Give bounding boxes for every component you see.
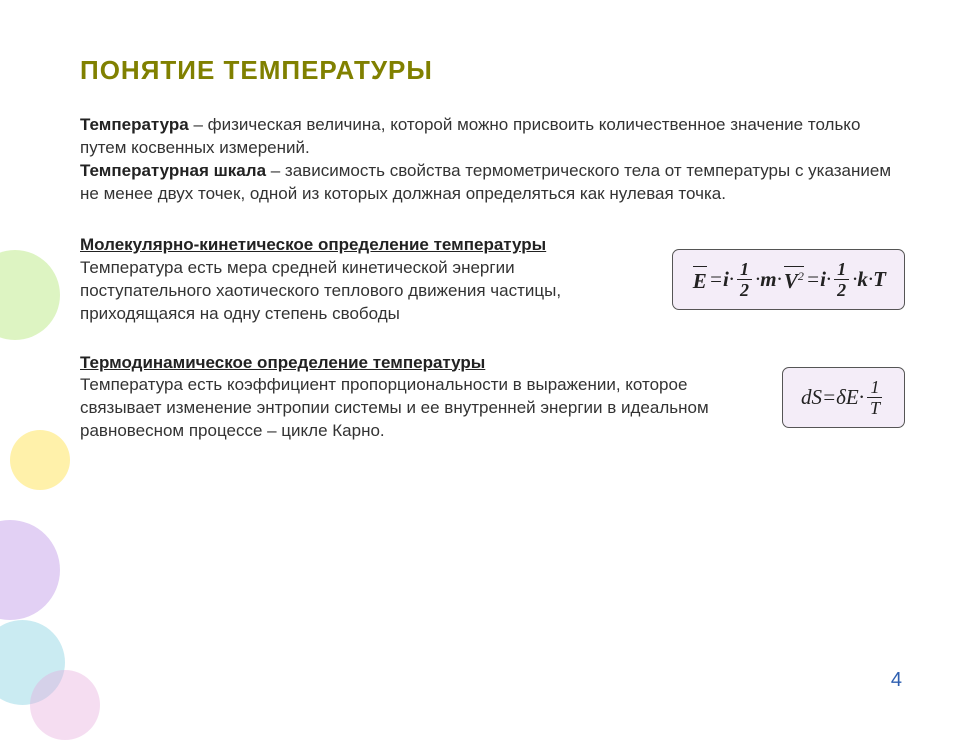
f1-dot4: · [826, 267, 831, 292]
def-temperature: – физическая величина, которой можно при… [80, 115, 860, 157]
formula-kinetic: E = i · 1 2 · m · V2 = i · 1 2 · [672, 249, 905, 310]
term-scale: Температурная шкала [80, 161, 266, 180]
body-thermo: Температура есть коэффициент пропорциона… [80, 375, 709, 440]
f1-sq: 2 [798, 269, 804, 283]
f1-frac1-den: 2 [737, 280, 752, 299]
f1-eq1: = [709, 267, 723, 292]
f1-m: m [760, 267, 776, 292]
f1-E: E [693, 269, 707, 293]
section-thermo-text: Термодинамическое определение температур… [80, 352, 758, 444]
section-kinetic-text: Молекулярно-кинетическое определение тем… [80, 234, 648, 326]
f1-V: V [784, 269, 798, 293]
f1-k: k [857, 267, 868, 292]
f2-eq: = [822, 385, 836, 410]
page-title: ПОНЯТИЕ ТЕМПЕРАТУРЫ [80, 55, 905, 86]
f1-overline2: V2 [784, 266, 804, 294]
section-kinetic: Молекулярно-кинетическое определение тем… [80, 234, 905, 326]
f1-frac1: 1 2 [737, 260, 752, 299]
f1-frac1-num: 1 [737, 260, 752, 280]
body-kinetic: Температура есть мера средней кинетическ… [80, 258, 561, 323]
f2-dS: dS [801, 385, 822, 410]
f1-dot1: · [729, 267, 734, 292]
f2-den: T [867, 398, 883, 417]
intro-paragraph: Температура – физическая величина, котор… [80, 114, 905, 206]
f1-eq2: = [806, 267, 820, 292]
f1-frac2: 1 2 [834, 260, 849, 299]
section-thermo: Термодинамическое определение температур… [80, 352, 905, 444]
f2-dE: δE [836, 385, 859, 410]
f1-dot3: · [777, 267, 782, 292]
f1-overline: E [693, 266, 707, 294]
f2-frac: 1 T [867, 378, 883, 417]
subhead-thermo: Термодинамическое определение температур… [80, 353, 485, 372]
subhead-kinetic: Молекулярно-кинетическое определение тем… [80, 235, 546, 254]
f2-num: 1 [867, 378, 882, 398]
formula-thermo: dS = δE · 1 T [782, 367, 905, 428]
f2-dot: · [859, 385, 864, 410]
page-number: 4 [891, 669, 902, 692]
f1-T: T [873, 267, 886, 292]
f1-frac2-num: 1 [834, 260, 849, 280]
slide-content: ПОНЯТИЕ ТЕМПЕРАТУРЫ Температура – физиче… [0, 0, 960, 720]
f1-frac2-den: 2 [834, 280, 849, 299]
term-temperature: Температура [80, 115, 189, 134]
